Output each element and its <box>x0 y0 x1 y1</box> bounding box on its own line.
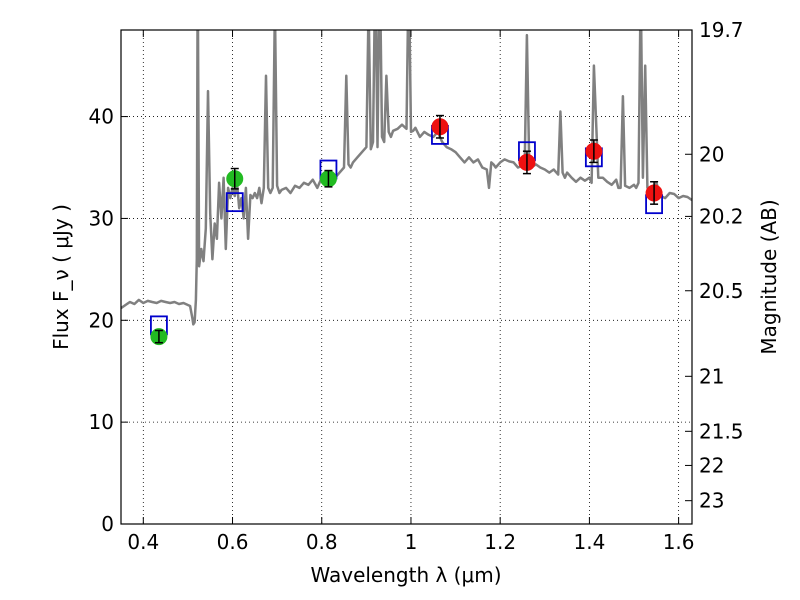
y2-tick-label: 20 <box>699 142 724 166</box>
y2-tick-label: 21 <box>699 364 724 388</box>
x-tick-label: 0.4 <box>127 530 159 554</box>
y2-tick-label: 23 <box>699 489 724 513</box>
y-tick-label: 30 <box>89 206 114 230</box>
y2-tick-label: 21.5 <box>699 419 744 443</box>
x-tick-label: 1 <box>405 530 418 554</box>
spectrum-line <box>121 30 692 326</box>
y-axis-title: Flux F_ν ( μJy ) <box>49 204 73 350</box>
y2-tick-label: 19.7 <box>699 18 744 42</box>
x-tick-label: 0.8 <box>306 530 338 554</box>
plot-frame <box>120 29 693 525</box>
x-tick-label: 1.6 <box>663 530 695 554</box>
model-box-marker <box>225 192 244 213</box>
observed-point-series <box>150 114 663 346</box>
y-tick-label: 0 <box>101 512 114 536</box>
y2-tick-label: 20.5 <box>699 279 744 303</box>
x-tick-label: 1.2 <box>484 530 516 554</box>
spectrum-series <box>121 30 692 326</box>
y-tick-label: 40 <box>89 105 114 129</box>
y-tick-label: 20 <box>89 308 114 332</box>
y-tick-label: 10 <box>89 410 114 434</box>
axis-ticks: 0.4 0.6 0.8 1 1.2 1.4 1.6 0 10 20 30 40 19.7 20 20.2 20… <box>89 18 744 554</box>
x-tick-label: 0.6 <box>217 530 249 554</box>
y2-tick-label: 20.2 <box>699 204 744 228</box>
x-tick-label: 1.4 <box>573 530 605 554</box>
y2-axis-title: Magnitude (AB) <box>757 199 781 354</box>
x-axis-title: Wavelength λ (μm) <box>310 563 501 587</box>
y2-tick-label: 22 <box>699 453 724 477</box>
